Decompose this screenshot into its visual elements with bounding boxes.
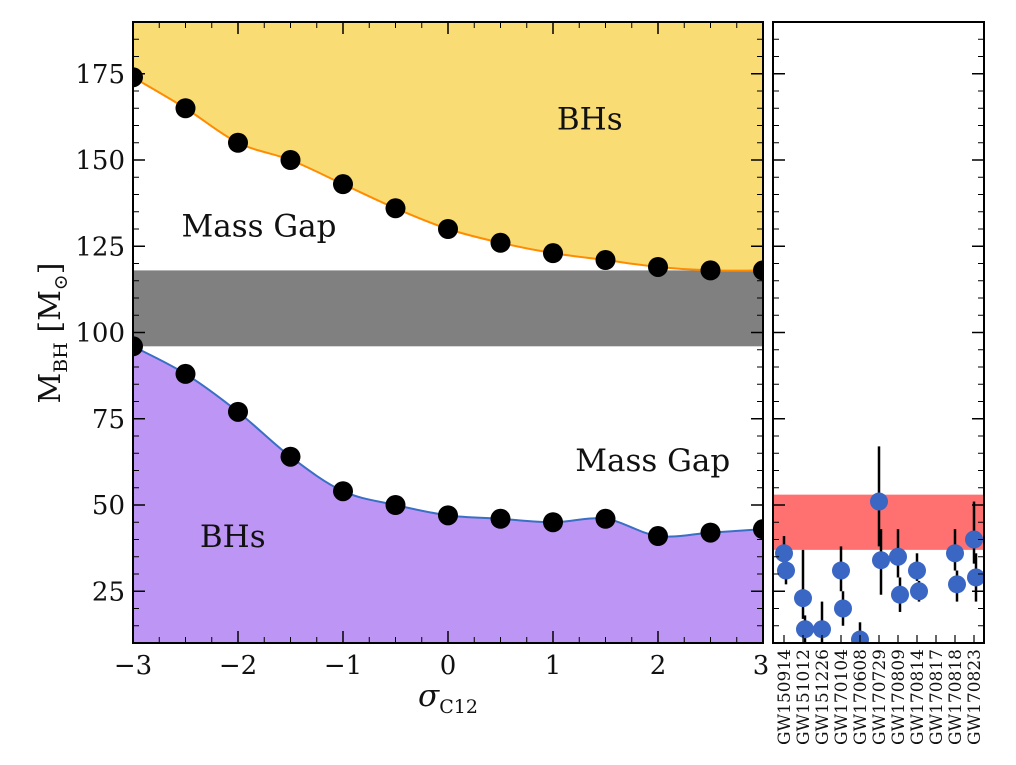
event-labels: GW150914 GW151012 GW151226 GW170104 GW170608…	[775, 649, 985, 745]
gw-mass-point	[775, 544, 793, 563]
left-plot-frame	[132, 21, 764, 644]
upper-edge-point	[280, 150, 301, 170]
x-tick-label: −3	[114, 651, 152, 681]
annotation-upper-mass-gap: Mass Gap	[182, 209, 337, 245]
event-label: GW151012	[794, 649, 814, 745]
event-label: GW170817	[927, 649, 947, 745]
x-tick-label: 0	[440, 651, 457, 681]
event-label: GW170818	[946, 649, 966, 745]
gw-mass-point	[872, 551, 890, 570]
lower-edge-point	[385, 495, 406, 515]
upper-edge-points	[133, 67, 763, 281]
gw-mass-point	[946, 544, 964, 563]
event-label: GW170608	[851, 649, 871, 745]
y-axis-label: MBH [M⊙]	[33, 263, 72, 404]
upper-edge-point	[490, 232, 511, 253]
lower-edge-point	[333, 481, 353, 502]
x-tick-labels: −3 −2 −1 0 1 2 3	[114, 651, 769, 681]
y-tick-label: 25	[92, 577, 125, 607]
x-tick-label: −2	[219, 651, 257, 681]
x-tick-label: 1	[545, 651, 562, 681]
gw-mass-point	[910, 582, 928, 601]
gw-mass-point	[832, 561, 850, 580]
gw-mass-point	[777, 561, 795, 580]
annotation-lower-mass-gap: Mass Gap	[575, 443, 730, 479]
x-tick-label: 2	[650, 651, 667, 681]
event-label: GW170823	[965, 649, 985, 745]
lower-edge-point	[648, 526, 668, 547]
y-tick-labels: 25 50 75 100 125 150 175	[75, 60, 125, 608]
y-tick-label: 100	[75, 319, 125, 349]
upper-edge-point	[333, 174, 353, 195]
event-label: GW151226	[813, 649, 833, 745]
upper-edge-point	[595, 250, 616, 271]
lower-edge-point	[438, 505, 458, 526]
gw-mass-point	[891, 585, 909, 604]
y-tick-label: 175	[75, 60, 125, 90]
x-tick-label: 3	[753, 651, 770, 681]
lower-edge-point	[543, 512, 563, 533]
gw-mass-points	[775, 492, 984, 643]
gw-mass-point	[813, 620, 831, 639]
upper-edge-point	[385, 198, 406, 219]
lower-edge-point	[753, 519, 763, 540]
gw-mass-point	[889, 547, 907, 566]
x-axis-label: σC12	[418, 678, 478, 718]
event-label: GW170729	[870, 649, 890, 745]
lower-edge-points	[133, 336, 763, 547]
upper-edge-point	[753, 260, 763, 281]
region-annotations: BHs Mass Gap Mass Gap BHs	[182, 102, 731, 555]
gw-mass-point	[870, 492, 888, 511]
left-panel: BHs Mass Gap Mass Gap BHs −3 −2 −1 0 1 2 3 25 5…	[33, 21, 769, 718]
event-label: GW170104	[832, 649, 852, 745]
gw-mass-point	[965, 530, 983, 549]
lower-edge-point	[133, 336, 143, 357]
gw-mass-point	[967, 568, 984, 587]
upper-bh-region	[133, 22, 763, 271]
lower-edge-point	[595, 508, 616, 529]
gw-mass-point	[834, 599, 852, 618]
right-plot-frame	[772, 21, 985, 644]
upper-edge-point	[175, 98, 196, 119]
y-tick-label: 150	[75, 146, 125, 176]
y-tick-label: 50	[92, 491, 125, 521]
upper-edge-point	[648, 256, 668, 277]
annotation-upper-bhs: BHs	[557, 102, 623, 138]
gw-mass-point	[794, 589, 812, 608]
gw-mass-point	[948, 575, 966, 594]
lower-edge-point	[700, 522, 721, 543]
lower-bh-region	[133, 346, 763, 643]
upper-edge-point	[228, 132, 248, 153]
lower-edge-point	[280, 446, 301, 467]
y-tick-label: 75	[92, 405, 125, 435]
lower-edge-point	[228, 401, 248, 422]
event-label: GW170809	[889, 649, 909, 745]
svg-text:MBH [M⊙]: MBH [M⊙]	[33, 263, 72, 404]
annotation-lower-bhs: BHs	[200, 519, 266, 555]
y-tick-label: 125	[75, 232, 125, 262]
x-tick-label: −1	[324, 651, 362, 681]
gw-mass-point	[796, 620, 814, 639]
event-label: GW150914	[775, 649, 795, 745]
lower-edge-point	[175, 363, 196, 384]
mass-gap-band	[133, 270, 763, 347]
upper-edge-point	[133, 67, 143, 88]
upper-edge-point	[700, 260, 721, 281]
upper-edge-point	[543, 243, 563, 264]
gw-mass-point	[908, 561, 926, 580]
event-label: GW170814	[908, 649, 928, 745]
upper-edge-point	[438, 219, 458, 239]
right-panel: GW150914 GW151012 GW151226 GW170104 GW170608…	[772, 21, 985, 745]
lower-edge-point	[490, 508, 511, 529]
